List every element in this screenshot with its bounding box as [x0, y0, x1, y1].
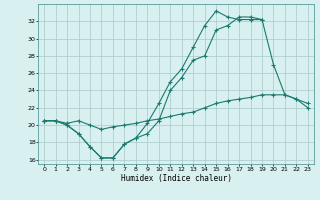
X-axis label: Humidex (Indice chaleur): Humidex (Indice chaleur) [121, 174, 231, 183]
